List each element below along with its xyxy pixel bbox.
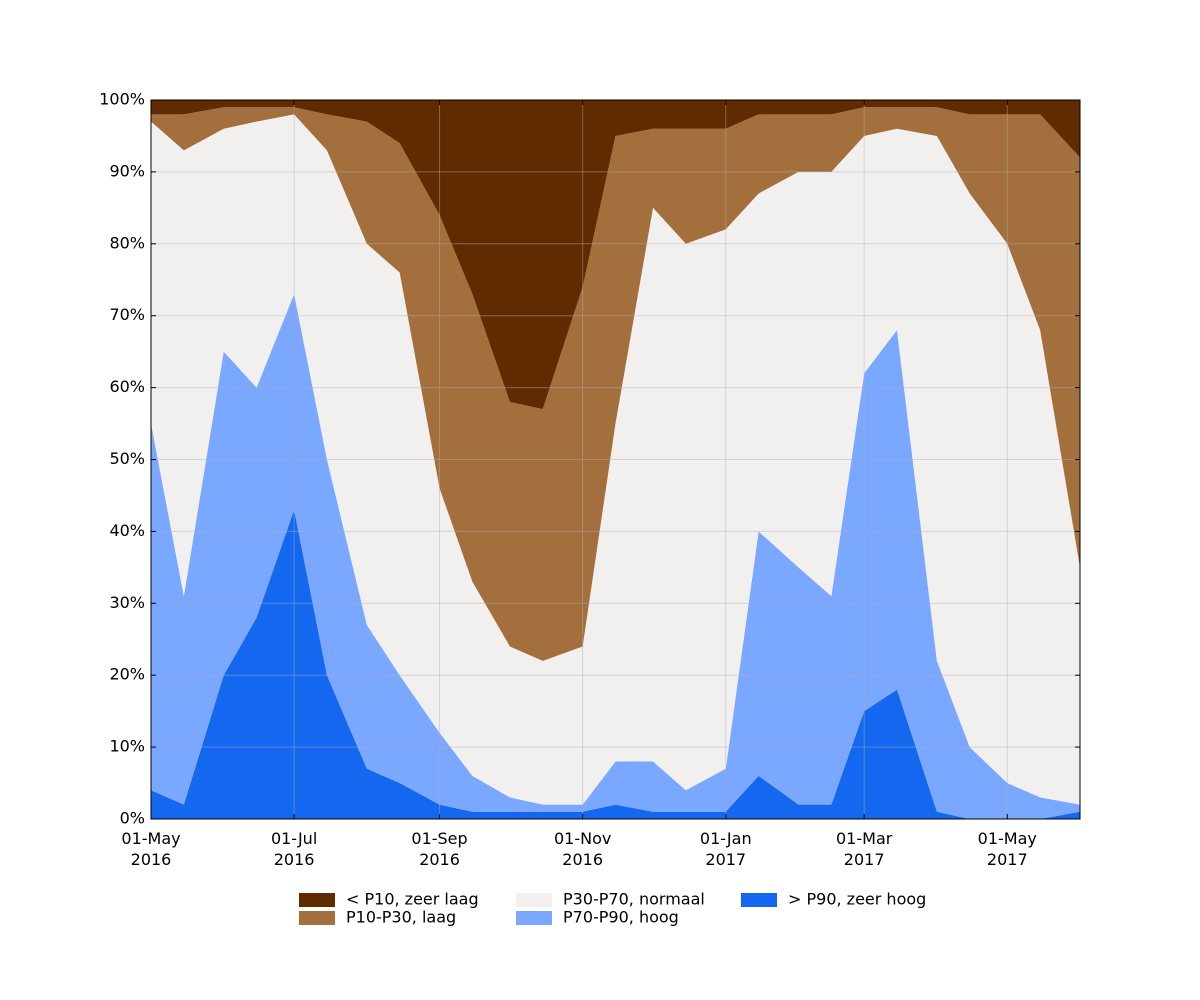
x-tick-label: 01-Mar 2017 xyxy=(836,829,893,869)
x-tick-label: 01-May 2016 xyxy=(121,829,180,869)
y-tick-label: 20% xyxy=(109,665,145,684)
x-tick-label: 01-May 2017 xyxy=(978,829,1037,869)
y-tick-label: 70% xyxy=(109,305,145,324)
area xyxy=(151,107,1080,661)
legend-swatch xyxy=(299,893,335,907)
area xyxy=(151,114,1080,805)
x-tick-label: 01-Jan 2017 xyxy=(700,829,752,869)
legend-swatch xyxy=(516,911,552,925)
legend-label: P10-P30, laag xyxy=(346,908,456,927)
x-tick-label: 01-Nov 2016 xyxy=(554,829,611,869)
legend-label: P30-P70, normaal xyxy=(563,890,705,909)
y-tick-label: 100% xyxy=(99,90,145,109)
legend-label: P70-P90, hoog xyxy=(563,908,679,927)
legend-swatch xyxy=(516,893,552,907)
area xyxy=(151,294,1080,819)
y-tick-label: 40% xyxy=(109,521,145,540)
x-tick-label: 01-Sep 2016 xyxy=(411,829,467,869)
legend-label: < P10, zeer laag xyxy=(346,890,479,909)
legend-swatch xyxy=(299,911,335,925)
y-tick-label: 50% xyxy=(109,449,145,468)
legend-label: > P90, zeer hoog xyxy=(788,890,926,909)
y-tick-label: 90% xyxy=(109,161,145,180)
y-tick-label: 0% xyxy=(120,809,145,828)
y-tick-label: 30% xyxy=(109,593,145,612)
area xyxy=(151,509,1080,819)
legend-swatch xyxy=(741,893,777,907)
plot-frame xyxy=(150,99,1081,820)
y-tick-label: 80% xyxy=(109,233,145,252)
x-tick-label: 01-Jul 2016 xyxy=(271,829,317,869)
y-tick-label: 10% xyxy=(109,737,145,756)
y-tick-label: 60% xyxy=(109,377,145,396)
